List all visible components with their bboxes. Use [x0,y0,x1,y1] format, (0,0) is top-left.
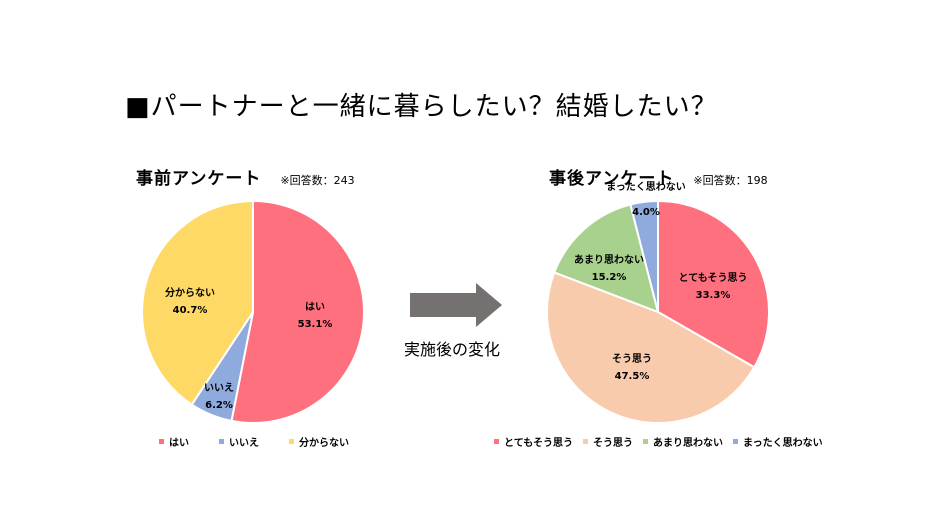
legend-item: 分からない [289,434,349,449]
pie-slice [657,199,770,369]
slice-category-label: 分からない [165,286,215,299]
post-survey-legend: とてもそう思う そう思う あまり思わない まったく思わない [494,434,833,449]
slice-percent-label: 53.1% [298,319,333,330]
legend-swatch-icon [289,439,294,444]
legend-item: あまり思わない [643,434,723,449]
slice-category-label: はい [305,301,325,313]
legend-label: いいえ [229,438,259,449]
legend-swatch-icon [733,439,738,444]
slice-percent-label: 33.3% [696,290,731,301]
legend-item: まったく思わない [733,434,823,449]
legend-item: そう思う [583,434,633,449]
legend-label: そう思う [593,438,633,449]
slice-category-label: いいえ [204,382,234,394]
legend-item: とてもそう思う [494,434,573,449]
slice-percent-label: 15.2% [592,272,627,283]
slice-percent-label: 4.0% [632,207,660,218]
legend-label: あまり思わない [653,438,723,449]
pie-slice [629,199,659,313]
legend-swatch-icon [643,439,648,444]
pre-survey-title: 事前アンケート [136,169,262,189]
legend-item: はい [159,434,189,449]
arrow-caption: 実施後の変化 [404,340,501,359]
page-title: ■パートナーと一緒に暮らしたい？結婚したい？ [125,92,718,122]
pie-slice [230,199,365,424]
right-arrow-icon [410,283,502,327]
legend-swatch-icon [494,439,499,444]
pre-survey-header: 事前アンケート ※回答数：243 [136,164,355,189]
legend-label: はい [169,438,189,449]
pre-survey-legend: はい いいえ 分からない [159,434,379,449]
pie-slice [141,199,254,406]
legend-label: まったく思わない [743,438,823,449]
post-survey-count: ※回答数：198 [693,174,768,187]
slice-category-label: あまり思わない [574,253,644,266]
slice-percent-label: 47.5% [615,371,650,382]
legend-item: いいえ [219,434,259,449]
legend-swatch-icon [583,439,588,444]
legend-label: 分からない [299,438,349,449]
slice-category-label: とてもそう思う [679,272,748,284]
pre-survey-count: ※回答数：243 [280,174,355,187]
slice-category-label: そう思う [612,353,652,365]
slice-category-label: まったく思わない [606,181,686,193]
legend-swatch-icon [219,439,224,444]
slice-percent-label: 6.2% [205,400,233,411]
slice-percent-label: 40.7% [173,305,208,316]
post-survey-header: 事後アンケート ※回答数：198 [549,164,768,189]
pie-slice [552,203,660,314]
legend-label: とてもそう思う [504,438,573,449]
post-survey-title: 事後アンケート [549,169,675,189]
pie-slice [546,271,756,424]
legend-swatch-icon [159,439,164,444]
